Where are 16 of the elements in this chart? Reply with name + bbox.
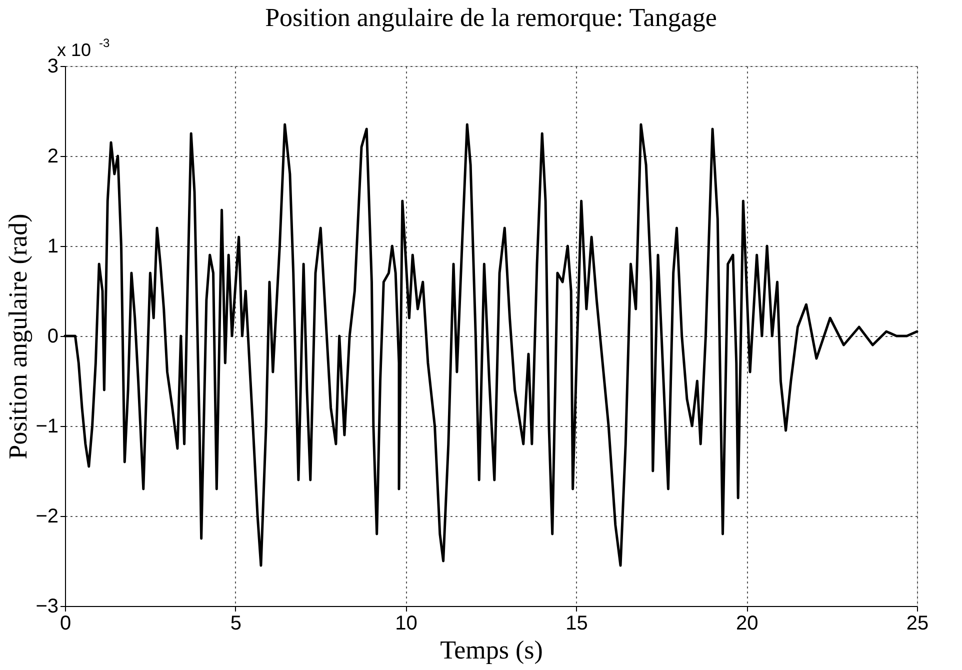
y-tick-label: −2	[36, 506, 58, 528]
y-axis-title: Position angulaire (rad)	[4, 214, 33, 460]
x-tick-label: 15	[566, 612, 588, 634]
x-tick-label: 10	[395, 612, 418, 634]
y-tick-label: 2	[47, 146, 58, 168]
text: x 10-3	[57, 36, 110, 60]
y-tick-label: 3	[47, 56, 58, 78]
x-tick-label: 5	[230, 612, 242, 634]
y-tick-label: −3	[36, 596, 58, 618]
y-tick-label: −1	[36, 416, 58, 438]
y-tick-label: 0	[47, 326, 58, 348]
x-tick-label: 25	[906, 612, 929, 634]
x-tick-label: 20	[736, 612, 758, 634]
y-tick-label: 1	[47, 236, 58, 258]
x-axis-title: Temps (s)	[440, 636, 543, 664]
chart-title: Position angulaire de la remorque: Tangage	[265, 3, 717, 32]
